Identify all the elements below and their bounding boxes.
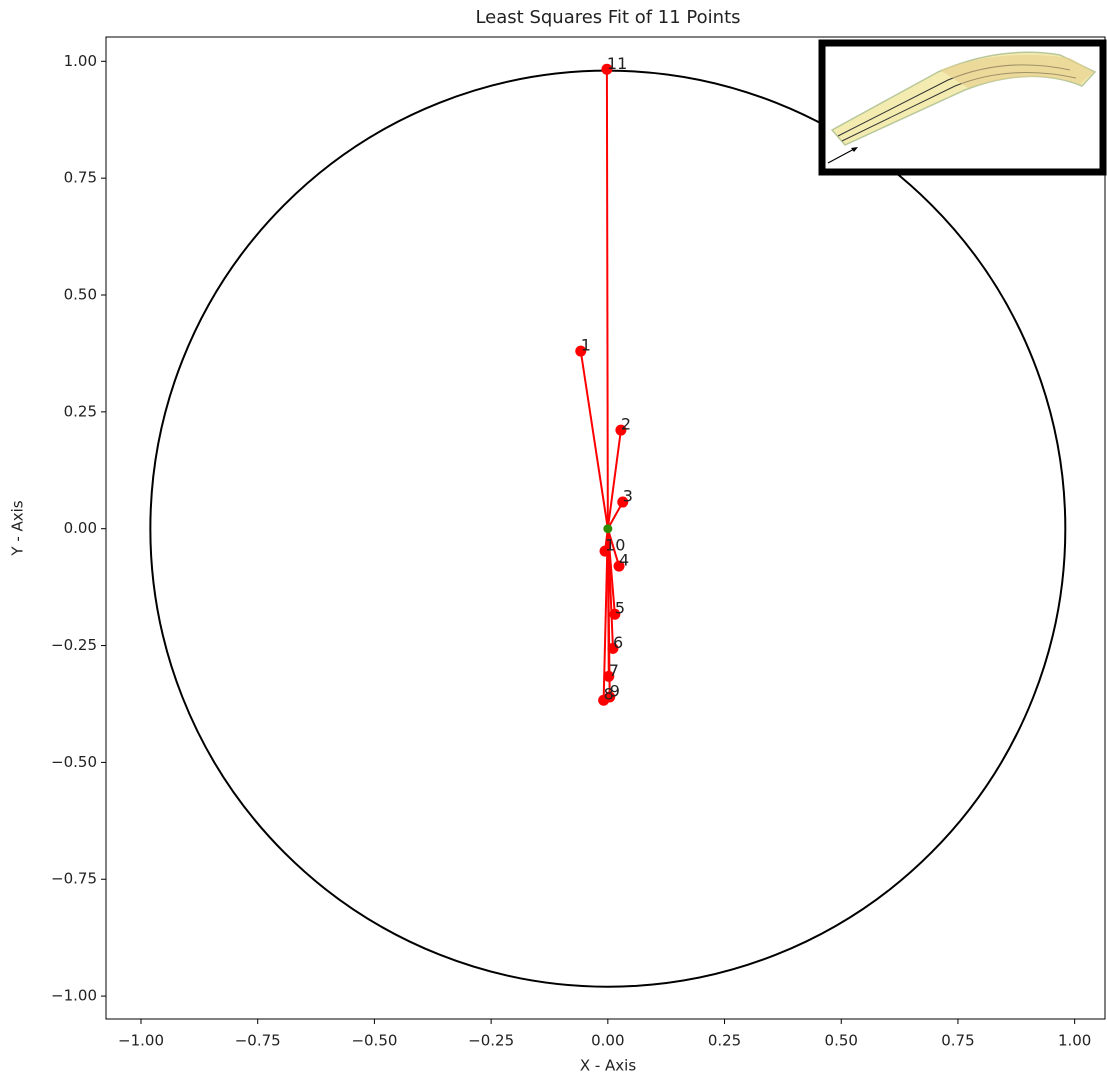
y-axis-label: Y - Axis <box>9 500 27 556</box>
point-label: 5 <box>615 599 625 618</box>
point <box>599 545 611 557</box>
y-tick-label: 0.50 <box>64 286 97 304</box>
x-tick-label: 0.25 <box>708 1032 741 1050</box>
radius-line <box>602 528 609 701</box>
point <box>615 424 627 436</box>
x-tick-label: −0.75 <box>235 1032 281 1050</box>
inset-image <box>818 39 1107 176</box>
y-tick-label: −0.75 <box>51 870 97 888</box>
y-tick-label: −0.50 <box>51 753 97 771</box>
x-tick-label: −0.50 <box>351 1032 397 1050</box>
x-axis-label: X - Axis <box>580 1057 637 1075</box>
x-tick-label: 0.50 <box>825 1032 858 1050</box>
point <box>609 608 621 620</box>
x-tick-label: 0.75 <box>941 1032 974 1050</box>
point-label: 3 <box>623 487 633 506</box>
y-tick-label: 0.75 <box>64 169 97 187</box>
radius-line <box>606 528 620 567</box>
x-tick-label: 1.00 <box>1058 1032 1091 1050</box>
radius-line <box>606 528 611 697</box>
point <box>601 63 613 75</box>
x-tick-label: 0.00 <box>591 1032 624 1050</box>
point-label: 11 <box>607 54 627 73</box>
center-point <box>603 524 613 534</box>
point <box>613 560 625 572</box>
y-tick-label: −0.25 <box>51 636 97 654</box>
chart-title: Least Squares Fit of 11 Points <box>475 7 740 28</box>
y-tick-label: 0.00 <box>64 519 97 537</box>
point-label: 10 <box>605 536 625 555</box>
radius-line <box>579 350 609 529</box>
point <box>607 642 619 654</box>
point-label: 7 <box>609 661 619 680</box>
point-label: 1 <box>581 336 591 355</box>
y-tick-label: 0.25 <box>64 402 97 420</box>
point-label: 2 <box>621 415 631 434</box>
point <box>617 496 629 508</box>
inset-shape <box>940 54 1094 88</box>
point-label: 9 <box>610 681 620 700</box>
inset-arrowhead <box>851 147 858 152</box>
point-label: 6 <box>613 633 623 652</box>
inset-arrow <box>827 147 857 164</box>
x-tick-label: −1.00 <box>118 1032 164 1050</box>
point <box>603 670 615 682</box>
y-tick-label: −1.00 <box>51 987 97 1005</box>
point-label: 8 <box>604 685 614 704</box>
x-tick-label: −0.25 <box>468 1032 514 1050</box>
radius-line <box>605 69 609 529</box>
radius-line <box>606 429 622 529</box>
point <box>604 691 616 703</box>
point-label: 4 <box>619 551 629 570</box>
y-tick-label: 1.00 <box>64 52 97 70</box>
plot-frame <box>105 36 1106 1020</box>
point <box>575 345 587 357</box>
